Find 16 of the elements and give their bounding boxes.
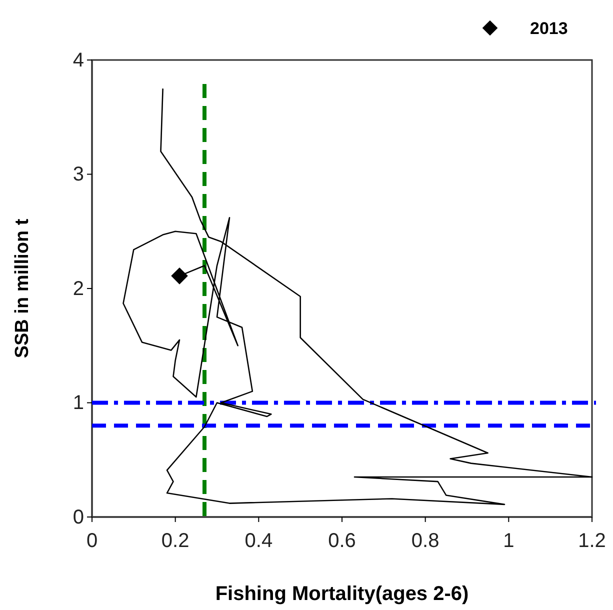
y-tick-label: 2 bbox=[72, 278, 84, 300]
x-tick-label: 0.4 bbox=[244, 530, 273, 552]
x-tick-label: 0.8 bbox=[411, 530, 440, 552]
x-tick-label: 0.2 bbox=[161, 530, 190, 552]
x-axis-title: Fishing Mortality(ages 2-6) bbox=[215, 583, 469, 605]
legend-label: 2013 bbox=[530, 19, 568, 38]
y-axis-title: SSB in million t bbox=[12, 218, 33, 358]
y-tick-label: 4 bbox=[72, 49, 84, 72]
x-tick-label: 1 bbox=[503, 530, 514, 552]
x-tick-label: 1.2 bbox=[578, 530, 606, 552]
y-tick-label: 1 bbox=[72, 392, 84, 414]
x-tick-label: 0 bbox=[86, 530, 98, 552]
y-tick-label: 3 bbox=[72, 164, 84, 186]
line-series bbox=[122, 88, 593, 506]
y-tick-label: 0 bbox=[72, 506, 84, 528]
x-tick-label: 0.6 bbox=[328, 530, 356, 552]
